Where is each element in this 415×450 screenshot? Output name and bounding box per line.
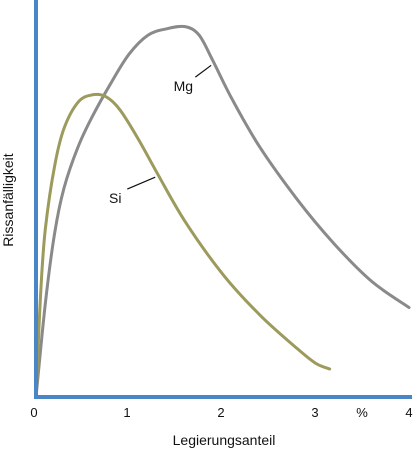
series-label-si: Si (109, 190, 121, 206)
series-label-leader-si (127, 176, 156, 190)
series-label-leader-mg (194, 64, 212, 78)
x-axis-title: Legierungsanteil (173, 432, 276, 448)
x-tick-label: 4 (405, 405, 412, 420)
x-tick-label: 3 (311, 405, 318, 420)
series-layer (34, 24, 411, 399)
x-tick-label: 2 (217, 405, 224, 420)
series-line-si (34, 92, 332, 399)
x-tick-label: 1 (123, 405, 130, 420)
x-unit-label: % (356, 405, 368, 420)
series-label-mg: Mg (174, 78, 193, 94)
axes-layer (34, 0, 412, 399)
x-tick-label: 0 (30, 405, 37, 420)
series-line-mg (34, 24, 411, 399)
y-axis-title: Rissanfälligkeit (0, 153, 16, 246)
series-label-layer: Mg Si (109, 64, 212, 206)
tick-layer: 0 1 2 3 4% (30, 405, 412, 420)
